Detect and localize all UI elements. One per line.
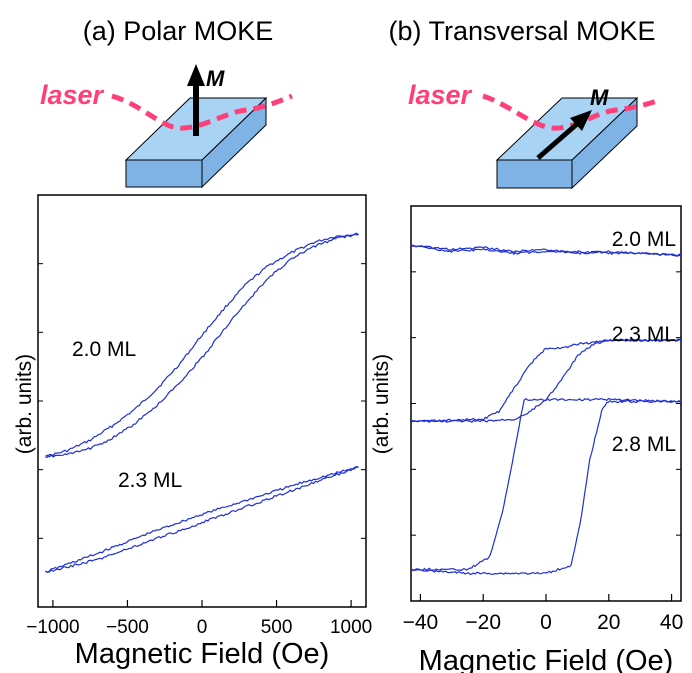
x-tick-label: 0 bbox=[540, 611, 552, 634]
series-2-3-ml bbox=[45, 465, 359, 574]
lower-branch-line bbox=[410, 244, 682, 257]
x-tick-label: 500 bbox=[261, 617, 293, 638]
series-label: 2.3 ML bbox=[118, 469, 182, 492]
panel-a-diagram: laser M bbox=[40, 64, 293, 189]
chart-b-ylabel: (arb. units) bbox=[370, 354, 393, 454]
laser-label: laser bbox=[40, 80, 105, 110]
magnetization-arrow-icon bbox=[536, 110, 592, 160]
series-2-3-ml bbox=[410, 338, 682, 423]
x-tick-label: −20 bbox=[465, 611, 501, 634]
series-label: 2.3 ML bbox=[612, 323, 676, 346]
x-tick-label: 40 bbox=[660, 611, 683, 634]
m-label: M bbox=[206, 66, 225, 91]
laser-path-icon bbox=[111, 93, 293, 131]
m-label: M bbox=[590, 85, 609, 110]
upper-branch-line bbox=[410, 397, 682, 572]
magnetization-arrow-icon bbox=[187, 64, 205, 136]
upper-branch-line bbox=[45, 232, 359, 459]
x-tick-label: −500 bbox=[106, 617, 149, 638]
chart-a-frame bbox=[37, 194, 367, 608]
laser-label: laser bbox=[408, 80, 473, 110]
chart-b-frame bbox=[410, 205, 682, 602]
chart-a-xlabel: Magnetic Field (Oe) bbox=[75, 638, 330, 670]
chart-a-ylabel: (arb. units) bbox=[13, 354, 36, 454]
series-2-0-ml bbox=[45, 232, 359, 459]
chart-b-ticks: −40 −20 0 20 40 bbox=[403, 271, 683, 634]
x-tick-label: −40 bbox=[403, 611, 439, 634]
panel-b-diagram: laser M bbox=[408, 80, 661, 190]
chart-b-series-labels: 2.0 ML 2.3 ML 2.8 ML bbox=[612, 228, 676, 456]
lower-branch-line bbox=[410, 338, 682, 423]
series-label: 2.0 ML bbox=[612, 228, 676, 251]
x-tick-label: 0 bbox=[197, 617, 208, 638]
x-tick-label: 1000 bbox=[330, 617, 372, 638]
chart-a-series-labels: 2.0 ML 2.3 ML bbox=[72, 338, 182, 492]
panel-a-title: (a) Polar MOKE bbox=[83, 16, 274, 46]
series-label: 2.8 ML bbox=[612, 433, 676, 456]
chart-a-traces bbox=[45, 232, 359, 574]
chart-a: −1000 −500 0 500 1000 2.0 ML 2.3 ML Magnetic … bbox=[13, 194, 372, 670]
upper-branch-line bbox=[410, 338, 682, 423]
sample-slab-icon bbox=[495, 96, 639, 190]
x-tick-label: −1000 bbox=[26, 617, 79, 638]
lower-branch-line bbox=[410, 399, 682, 575]
series-2-8-ml bbox=[410, 397, 682, 575]
x-tick-label: 20 bbox=[597, 611, 620, 634]
series-label: 2.0 ML bbox=[72, 338, 136, 361]
upper-branch-line bbox=[45, 465, 359, 573]
lower-branch-line bbox=[45, 466, 359, 574]
chart-b: −40 −20 0 20 40 2.0 ML 2.3 ML 2.8 ML Magnetic … bbox=[370, 205, 683, 673]
chart-b-xlabel: Magnetic Field (Oe) bbox=[419, 645, 674, 673]
series-2-0-ml bbox=[410, 244, 682, 257]
chart-b-traces bbox=[410, 244, 682, 575]
lower-branch-line bbox=[45, 233, 359, 458]
chart-a-ticks: −1000 −500 0 500 1000 bbox=[26, 263, 372, 638]
panel-b-title: (b) Transversal MOKE bbox=[388, 16, 655, 46]
